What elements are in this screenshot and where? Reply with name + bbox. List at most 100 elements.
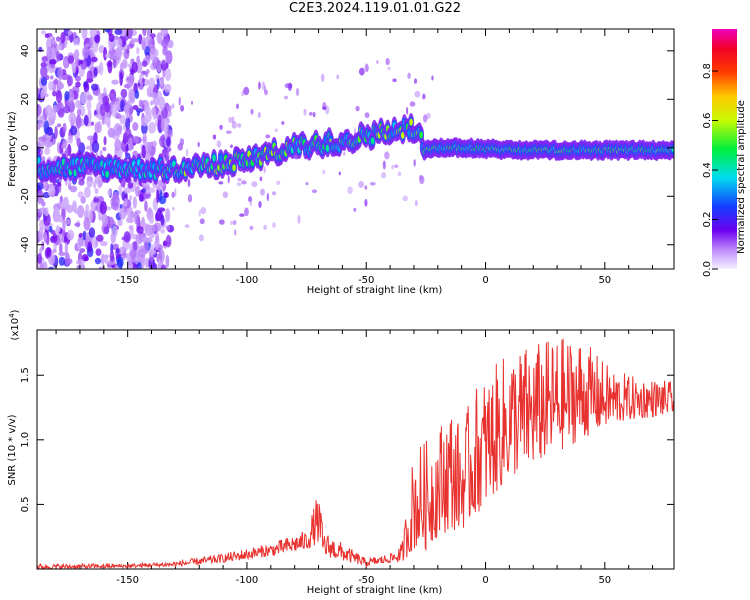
noise-blob [80,195,86,204]
noise-blob [138,248,146,258]
noise-blob [138,99,143,108]
noise-blob [66,229,75,241]
noise-blob [198,209,201,217]
noise-blob [64,252,71,266]
noise-blob [393,164,399,169]
noise-blob [130,37,135,45]
noise-blob [127,137,133,152]
noise-blob [237,178,242,182]
noise-blob [64,242,69,255]
noise-blob [160,214,165,226]
noise-blob [263,166,266,174]
noise-blob [145,183,151,195]
noise-blob [143,99,150,114]
noise-blob [77,237,82,251]
noise-blob [272,222,276,228]
noise-blob [93,197,99,203]
ridge-core [105,170,109,178]
noise-blob [322,106,327,110]
noise-blob [68,112,77,124]
noise-blob [134,89,140,99]
noise-blob [37,253,42,264]
noise-blob [172,206,175,211]
noise-blob [144,46,151,58]
noise-blob [119,71,123,86]
noise-blob [171,191,175,198]
noise-blob [76,108,82,117]
noise-blob [121,59,128,69]
noise-blob [147,256,156,269]
noise-blob [85,204,90,213]
noise-blob [358,67,365,76]
noise-blob [311,189,318,194]
colorbar-label: Normalized spectral amplitude [736,100,747,254]
ridge-core [218,154,223,162]
y-tick-label: 1.0 [20,432,31,448]
noise-blob [41,240,45,251]
noise-blob [72,31,77,39]
noise-blob [260,188,265,196]
x-tick-label: -150 [116,275,139,286]
noise-blob [108,42,114,52]
noise-blob [48,266,54,269]
noise-blob [160,264,167,269]
noise-blob [136,226,144,234]
noise-blob [164,83,172,93]
noise-blob [413,159,416,167]
noise-blob [66,75,73,87]
noise-blob [222,191,229,199]
noise-blob [117,218,123,227]
noise-blob [409,101,416,107]
noise-blob [56,79,63,91]
noise-blob [88,208,93,223]
colorbar [712,29,737,269]
noise-blob [101,214,109,227]
noise-blob [111,79,119,85]
noise-blob [103,136,107,146]
noise-blob [43,232,48,244]
noise-blob [237,123,242,128]
noise-blob [148,121,157,134]
noise-blob [82,230,87,241]
noise-blob [40,76,48,86]
y-tick-label: -20 [20,188,31,204]
noise-blob [75,81,81,88]
noise-blob [97,195,104,203]
colorbar-tick-label: 0.4 [702,162,713,178]
noise-blob [41,56,49,63]
noise-blob [93,131,98,144]
noise-blob [91,140,100,153]
noise-blob [63,105,71,114]
noise-blob [45,225,50,230]
noise-blob [115,248,120,254]
noise-blob [364,63,369,73]
y-tick-label: 20 [20,93,31,106]
noise-blob [382,160,386,170]
noise-blob [148,187,156,193]
noise-blob [81,29,88,40]
noise-blob [114,138,122,152]
figure-title: C2E3.2024.119.01.01.G22 [288,1,462,16]
noise-blob [37,104,42,117]
ridge-core [370,137,375,145]
noise-blob [263,224,268,230]
noise-blob [50,107,57,120]
noise-blob [259,176,263,182]
x-tick-label: 50 [598,575,611,586]
noise-blob [200,207,207,215]
noise-blob [44,33,50,39]
ridge-core [212,154,216,162]
noise-blob [76,260,82,265]
noise-blob [133,135,140,144]
noise-blob [364,185,368,190]
noise-blob [91,56,98,63]
noise-blob [250,108,254,115]
noise-blob [145,111,152,123]
noise-blob [197,142,200,148]
noise-blob [39,265,45,269]
noise-blob [123,104,130,114]
noise-blob [83,217,91,231]
noise-blob [163,117,168,132]
noise-blob [123,187,132,194]
noise-blob [76,265,81,269]
